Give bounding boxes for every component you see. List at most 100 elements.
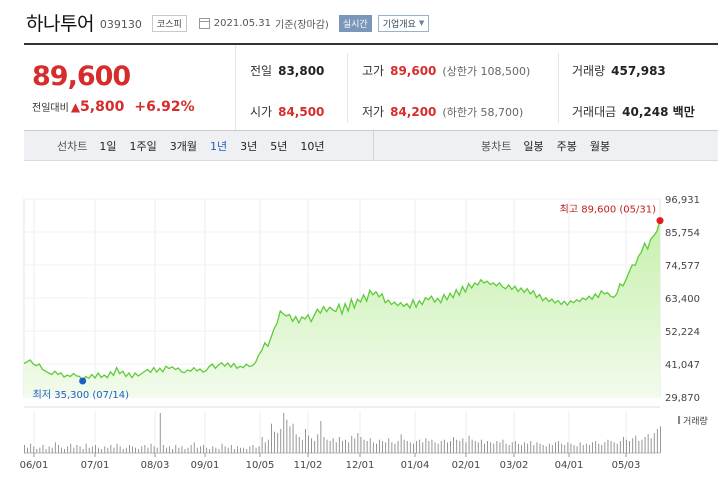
volume-bar: [27, 447, 28, 453]
period-5y-tab[interactable]: 5년: [270, 140, 288, 153]
price-chart-svg: 96,931 85,754 74,577 63,400 52,224 41,047 29,8…: [20, 195, 708, 471]
volume-bar: [385, 442, 387, 453]
volume-bar: [527, 443, 529, 453]
candle-chart-periods: 봉차트 일봉 주봉 월봉: [374, 131, 623, 161]
volume-bar: [39, 447, 41, 453]
volume-bar: [342, 441, 343, 453]
volume-label: 거래량: [572, 64, 606, 78]
change-value: 5,800: [80, 99, 125, 115]
high-point-marker: [656, 217, 664, 225]
x-tick-label: 12/01: [346, 460, 375, 471]
volume-bar: [431, 439, 433, 453]
volume-bar: [548, 443, 550, 453]
volume-bar: [76, 445, 78, 453]
divider: [347, 53, 348, 123]
stock-code: 039130: [99, 17, 142, 31]
period-10y-tab[interactable]: 10년: [300, 140, 325, 153]
chart-nav: 선차트 1일 1주일 3개월 1년 3년 5년 10년 봉차트 일봉 주봉 월봉: [24, 131, 718, 161]
x-tick-label: 09/01: [191, 460, 220, 471]
volume-bar: [638, 441, 640, 453]
volume-bar: [338, 437, 340, 453]
market-badge: 코스피: [151, 14, 187, 32]
up-triangle-icon: ▲: [70, 100, 81, 114]
x-tick-label: 06/01: [20, 460, 49, 471]
volume-bar: [456, 439, 458, 453]
volume-bar: [196, 447, 198, 453]
volume-bar: [252, 445, 254, 453]
y-tick-label: 85,754: [665, 228, 700, 239]
volume-bar: [536, 442, 538, 453]
period-1y-tab[interactable]: 1년: [210, 140, 228, 153]
volume-bar: [514, 441, 516, 453]
volume-bar: [440, 441, 442, 453]
volume-bar: [70, 443, 72, 453]
volume-bar: [465, 442, 467, 453]
volume-bar: [660, 426, 661, 453]
y-tick-label: 63,400: [665, 294, 700, 305]
volume-bar: [539, 443, 541, 453]
volume-bar: [623, 437, 624, 453]
low-price-label: 저가: [362, 105, 385, 119]
volume-bar: [450, 441, 451, 453]
price-chart[interactable]: 96,931 85,754 74,577 63,400 52,224 41,047 29,8…: [0, 175, 718, 484]
volume-bar: [147, 447, 149, 453]
period-3m-tab[interactable]: 3개월: [169, 140, 197, 153]
prev-close: 전일 83,800: [250, 62, 324, 79]
volume-bar: [354, 438, 356, 453]
volume-bar: [372, 442, 374, 453]
volume-bar: [308, 435, 309, 453]
volume-bar: [233, 449, 235, 453]
weekly-candle-tab[interactable]: 주봉: [556, 140, 577, 153]
volume-bar: [416, 441, 417, 453]
volume-bar: [567, 442, 569, 453]
volume-bar: [394, 443, 396, 453]
volume-bar: [36, 449, 38, 453]
volume-bar: [542, 445, 544, 453]
x-tick-label: 01/04: [401, 460, 430, 471]
volume-bar: [363, 439, 365, 453]
volume-bar: [203, 445, 204, 453]
volume-bar: [271, 423, 272, 453]
volume-bar: [644, 437, 646, 453]
volume-bar: [437, 443, 439, 453]
monthly-candle-tab[interactable]: 월봉: [589, 140, 611, 153]
x-tick-label: 03/02: [500, 460, 529, 471]
price-area: [24, 220, 660, 397]
volume-bar: [116, 443, 118, 453]
volume-bar: [54, 442, 56, 453]
volume-bar: [626, 439, 627, 453]
volume-bar: [521, 445, 522, 453]
volume-bar: [249, 446, 251, 453]
volume-bar: [267, 439, 269, 453]
volume-bar: [650, 438, 652, 453]
volume-bar: [335, 442, 337, 453]
company-overview-label: 기업개요: [382, 19, 416, 30]
volume-bar: [413, 443, 414, 453]
daily-candle-tab[interactable]: 일봉: [523, 140, 544, 153]
x-tick-label: 10/05: [246, 460, 275, 471]
volume-bar: [132, 446, 133, 453]
volume-bar: [33, 446, 35, 453]
period-1d-tab[interactable]: 1일: [99, 140, 117, 153]
realtime-button[interactable]: 실시간: [338, 14, 372, 32]
period-1w-tab[interactable]: 1주일: [129, 140, 157, 153]
volume-bar: [292, 423, 294, 453]
volume-bar: [169, 446, 170, 453]
volume-bar: [317, 434, 319, 453]
high-price-label: 고가: [362, 64, 385, 78]
lower-limit: (하한가 58,700): [442, 105, 524, 119]
volume-legend-icon: [678, 416, 680, 424]
volume-bar: [200, 446, 201, 453]
volume-bar: [613, 442, 615, 453]
company-overview-dropdown[interactable]: 기업개요 ▼: [377, 14, 430, 32]
volume-bar: [366, 441, 368, 453]
open-price: 시가 84,500: [250, 103, 324, 120]
volume-bar: [88, 447, 90, 453]
volume: 거래량 457,983: [572, 62, 666, 79]
volume-bar: [351, 435, 353, 453]
volume-bar: [30, 443, 32, 453]
period-3y-tab[interactable]: 3년: [240, 140, 258, 153]
volume-bar: [434, 442, 436, 453]
volume-bar: [243, 447, 245, 453]
volume-bar: [119, 446, 121, 453]
